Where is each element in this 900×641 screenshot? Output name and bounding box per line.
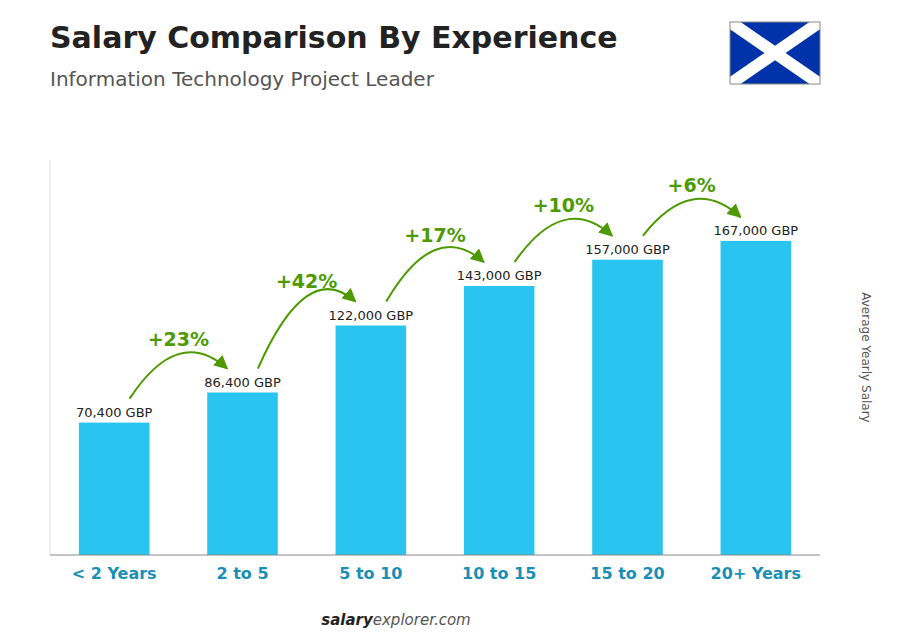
x-tick-label: < 2 Years [72, 564, 157, 583]
change-arc [258, 289, 356, 368]
annotation: +23% [148, 328, 209, 350]
data-label: 167,000 GBP [713, 223, 798, 238]
data-label: 157,000 GBP [585, 242, 670, 257]
data-label: 70,400 GBP [76, 405, 153, 420]
chart-container: Salary Comparison By Experience Informati… [0, 0, 900, 641]
watermark: salaryexplorer.com [321, 611, 470, 629]
bars [79, 241, 791, 555]
bar [79, 423, 150, 555]
data-label: 143,000 GBP [457, 268, 542, 283]
bar [721, 241, 792, 555]
flag-saltire [730, 22, 820, 84]
y-axis-line [50, 160, 51, 555]
change-arc [515, 219, 613, 262]
change-arc [643, 199, 741, 236]
watermark-bold: salary [321, 611, 374, 629]
bar [207, 392, 278, 555]
data-label: 122,000 GBP [328, 308, 413, 323]
subtitle: Information Technology Project Leader [50, 67, 435, 91]
watermark-rest: explorer.com [373, 611, 471, 629]
flag-field [730, 22, 820, 84]
y-axis-label: Average Yearly Salary [859, 292, 873, 422]
x-axis-line [50, 555, 820, 556]
data-label: 86,400 GBP [204, 375, 281, 390]
chart-svg: Salary Comparison By Experience Informati… [0, 0, 900, 641]
change-arc [386, 247, 484, 302]
x-tick-label: 2 to 5 [216, 564, 268, 583]
flag-stripe [730, 22, 820, 84]
bar [336, 326, 407, 555]
annotation: +10% [533, 194, 594, 216]
x-tick-label: 5 to 10 [339, 564, 402, 583]
x-tick-label: 15 to 20 [590, 564, 664, 583]
flag-stripe [730, 22, 820, 84]
flag [730, 22, 820, 84]
title: Salary Comparison By Experience [50, 20, 618, 55]
change-arc [130, 352, 228, 398]
x-tick-label: 10 to 15 [462, 564, 536, 583]
x-tick-label: 20+ Years [711, 564, 801, 583]
bar [464, 286, 535, 555]
annotation: +6% [668, 174, 716, 196]
bar [592, 260, 663, 555]
flag-border [730, 22, 820, 84]
annotation: +17% [404, 224, 465, 246]
annotation: +42% [276, 270, 337, 292]
